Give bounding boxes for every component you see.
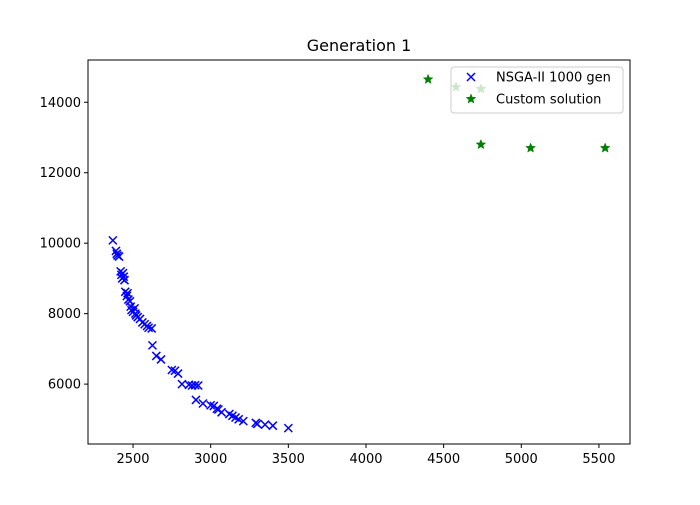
legend-box [450, 66, 624, 114]
x-tick-label: 2500 [116, 452, 149, 467]
data-point-x [260, 420, 270, 430]
data-point-x [147, 323, 157, 333]
y-tick-label: 14000 [40, 96, 81, 111]
data-point-x [144, 323, 154, 333]
data-point-star [599, 142, 611, 153]
data-point-x [190, 380, 200, 390]
x-tick-label: 4500 [427, 452, 460, 467]
data-point-x [147, 340, 157, 350]
x-tick-label: 3000 [194, 452, 227, 467]
legend-marker [465, 93, 477, 104]
data-point-x [238, 416, 248, 426]
data-point-x [173, 369, 183, 379]
data-point-x [268, 421, 278, 431]
data-point-x [167, 365, 177, 375]
data-point-x [151, 351, 161, 361]
legend-marker [466, 72, 476, 82]
data-point-x [119, 275, 130, 285]
series-nsga-ii [108, 235, 293, 433]
y-tick-label: 8000 [48, 307, 81, 322]
data-point-x [252, 419, 262, 429]
data-point-star [525, 142, 536, 153]
y-tick-label: 12000 [40, 166, 81, 181]
x-tick-label: 5500 [582, 452, 615, 467]
data-point-x [114, 252, 124, 262]
data-point-star [422, 73, 434, 84]
data-point-x [234, 414, 244, 424]
x-tick-label: 3500 [272, 452, 305, 467]
data-point-x [156, 354, 166, 364]
data-point-x [206, 400, 216, 410]
data-point-x [191, 395, 201, 405]
y-tick-label: 10000 [40, 237, 81, 252]
y-tick-label: 6000 [48, 378, 81, 393]
data-point-x [283, 423, 293, 433]
data-point-x [217, 407, 227, 417]
data-point-star [475, 138, 487, 150]
x-tick-label: 5000 [505, 452, 538, 467]
data-point-x [193, 380, 203, 391]
plot-frame [87, 59, 631, 445]
legend: NSGA-II 1000 gen Custom solution [450, 66, 624, 114]
legend-label: NSGA-II 1000 gen [496, 71, 611, 86]
legend-label: Custom solution [496, 93, 601, 108]
data-point-x [198, 398, 208, 409]
data-point-x [108, 235, 118, 245]
x-tick-label: 4000 [349, 452, 382, 467]
ticks-layer: 2500 3000 3500 4000 4500 5000 5500 6000 8000 1000… [40, 96, 616, 467]
chart-title: Generation 1 [307, 36, 412, 55]
